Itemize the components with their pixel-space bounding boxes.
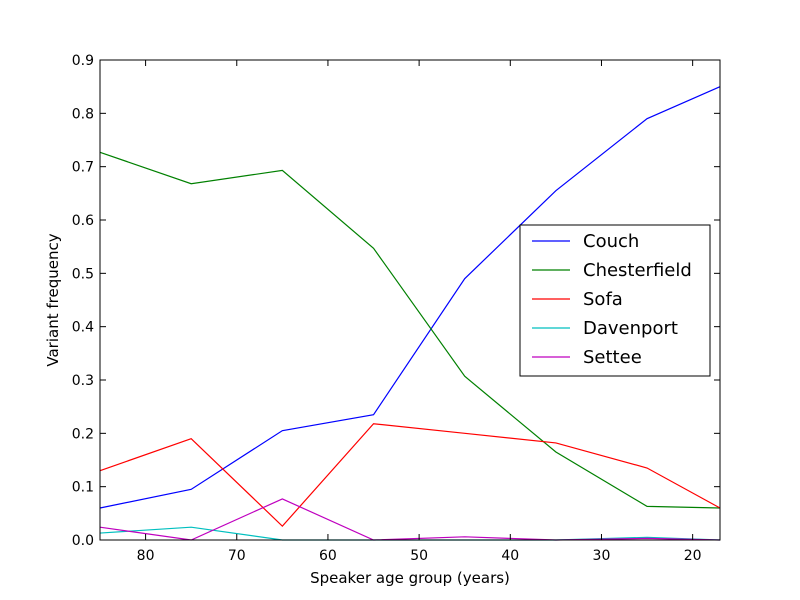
y-tick-label: 0.8 — [72, 106, 94, 122]
y-axis-title: Variant frequency — [44, 233, 62, 366]
y-tick-label: 0.3 — [72, 373, 94, 389]
y-tick-label: 0.5 — [72, 266, 94, 282]
y-tick-label: 0.6 — [72, 213, 94, 229]
legend-label-sofa: Sofa — [583, 289, 623, 310]
legend: Couch Chesterfield Sofa Davenport Settee — [519, 224, 711, 377]
x-tick-label: 60 — [319, 548, 337, 564]
y-tick-label: 0.4 — [72, 320, 94, 336]
y-tick-label: 0.2 — [72, 426, 94, 442]
y-tick-label: 0.0 — [72, 533, 94, 549]
series-line-sofa — [99, 423, 721, 527]
x-tick-label: 80 — [137, 548, 155, 564]
y-tick-label: 0.9 — [72, 53, 94, 69]
series-line-davenport — [99, 526, 721, 541]
y-tick-label: 0.1 — [72, 480, 94, 496]
legend-label-chesterfield: Chesterfield — [583, 260, 692, 281]
legend-label-davenport: Davenport — [583, 318, 678, 339]
ticks-layer: 80 70 60 50 40 30 20 0.0 0.1 0.2 0.3 0.4 0.5 0.6 0.7 0.… — [72, 53, 720, 564]
series-line-chesterfield — [99, 151, 721, 509]
x-tick-label: 20 — [684, 548, 702, 564]
legend-box — [519, 224, 711, 377]
x-tick-label: 70 — [228, 548, 246, 564]
y-tick-label: 0.7 — [72, 160, 94, 176]
x-tick-label: 50 — [410, 548, 428, 564]
x-tick-label: 30 — [593, 548, 611, 564]
series-line-settee — [99, 498, 721, 541]
x-axis-title: Speaker age group (years) — [310, 569, 510, 587]
series-line-couch — [99, 86, 721, 509]
x-tick-label: 40 — [501, 548, 519, 564]
legend-label-settee: Settee — [583, 347, 642, 368]
plot-frame — [99, 59, 721, 541]
legend-label-couch: Couch — [583, 231, 639, 252]
